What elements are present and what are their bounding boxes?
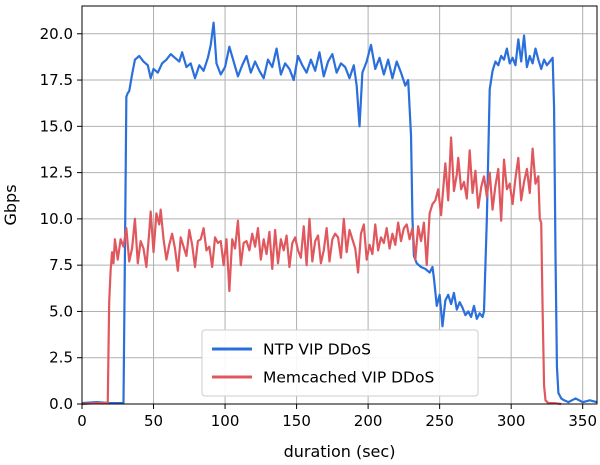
x-tick-label: 100	[211, 412, 240, 430]
x-tick-label: 150	[282, 412, 311, 430]
x-tick-label: 250	[425, 412, 454, 430]
legend-label-memcached: Memcached VIP DDoS	[263, 369, 434, 387]
x-tick-label: 200	[354, 412, 383, 430]
y-tick-label: 2.5	[49, 349, 73, 367]
plot-frame	[81, 5, 598, 405]
y-tick-label: 15.0	[40, 117, 73, 135]
y-tick-label: 7.5	[49, 256, 73, 274]
x-tick-label: 350	[568, 412, 597, 430]
legend: NTP VIP DDoS Memcached VIP DDoS	[201, 329, 479, 397]
y-tick-label: 20.0	[40, 25, 73, 43]
legend-box	[201, 329, 479, 397]
series-line-0	[81, 21, 598, 405]
ticks: 0 50 100 150 200 250 300 350 0.0 2.5 5.0 7.5 10.0 12.…	[40, 25, 597, 430]
x-tick-label: 300	[497, 412, 526, 430]
series-line-1	[81, 136, 562, 406]
series-layer	[81, 21, 598, 406]
y-tick-label: 5.0	[49, 302, 73, 320]
y-tick-label: 10.0	[40, 210, 73, 228]
legend-label-ntp: NTP VIP DDoS	[263, 341, 371, 359]
x-tick-label: 50	[144, 412, 163, 430]
y-axis-label: Gbps	[1, 184, 20, 225]
y-tick-label: 0.0	[49, 395, 73, 413]
x-tick-label: 0	[77, 412, 87, 430]
y-tick-label: 12.5	[40, 164, 73, 182]
x-axis-label: duration (sec)	[284, 442, 396, 461]
y-tick-label: 17.5	[40, 71, 73, 89]
